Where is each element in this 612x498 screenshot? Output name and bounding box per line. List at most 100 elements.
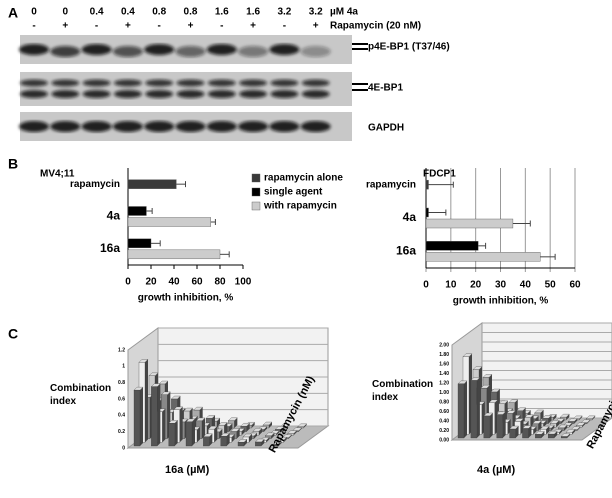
band [300,121,331,132]
bar-3d-side [567,433,571,438]
bar-3d-side [288,434,292,439]
panel-letter: C [8,326,18,342]
band [239,79,268,87]
dose-label: 1.6 [215,7,229,18]
dose-label: 3.2 [277,7,291,18]
y-tick-label: 1 [122,364,125,370]
bar [127,179,177,189]
bar-3d-side [566,414,570,420]
bar-3d-side [515,426,519,438]
legend-label: rapamycin alone [264,173,343,184]
panel-letter: A [8,5,18,21]
x-tick-label: 0 [125,277,131,288]
bar-3d-front [535,434,542,439]
bar-3d-front [548,433,555,439]
y-tick-label: 1.2 [118,347,125,353]
bar-3d-side [577,426,581,431]
bar-3d-front [151,386,158,447]
x-tick-label: 20 [145,277,157,288]
bar-3d-side [162,408,166,443]
y-tick-label: 1.20 [439,380,449,386]
bar-3d-side [561,418,565,424]
band [50,46,81,57]
band [238,121,269,132]
band [176,79,205,87]
bar-3d-side [572,429,576,435]
bar [127,238,152,249]
bar-3d-side [551,425,555,431]
legend-label: with rapamycin [263,201,337,212]
band [20,79,48,87]
bar-3d-side [533,426,537,435]
bar-3d-side [540,409,544,420]
bar-3d-side [226,433,230,446]
category-label: rapamycin [366,179,416,190]
panel-letter: B [8,156,18,172]
band [81,44,112,55]
bar-3d-side [271,432,275,439]
bar-3d-front [185,421,193,447]
band [112,121,143,132]
bar-3d-side [269,422,272,428]
band [81,121,112,132]
rapamycin-sign: - [158,21,161,32]
y-tick-label: 0.00 [439,437,449,443]
bar-3d-side [234,417,238,428]
bar-3d-side [293,430,297,436]
bar-3d-side [278,441,282,446]
x-tick-label: 40 [520,280,532,291]
band [270,79,299,87]
x-axis-label: 16a (µM) [165,464,210,476]
y-axis-label: Combination index [372,379,434,403]
band [175,121,206,132]
bar-3d-side [209,433,213,446]
bar-3d-side [140,387,143,446]
bar-3d-front [255,441,262,447]
error-bar [540,253,556,260]
dose-label: 0 [63,7,69,18]
category-label: 16a [100,241,120,255]
rapamycin-sign: + [250,21,256,32]
bar-3d-side [548,415,552,424]
bar-3d-side [556,420,560,428]
blot-bands [19,44,331,57]
rapamycin-label: Rapamycin (20 nM) [330,21,421,32]
x-tick-label: 20 [470,280,482,291]
bar-3d-side [543,420,547,428]
bar-3d-side [266,437,270,443]
x-axis-label: growth inhibition, % [138,293,234,304]
band [238,46,269,57]
band [19,44,49,55]
x-tick-label: 30 [495,280,507,291]
band [269,44,300,55]
bar [425,207,429,218]
bar [127,249,221,260]
band [300,46,331,57]
bar [425,252,541,262]
bar-3d-side [246,423,250,432]
x-tick-label: 40 [168,277,180,288]
band [175,46,206,57]
bar [127,217,212,227]
bar-3d-side [476,377,480,438]
bar-3d-front [133,389,141,447]
bar-3d-side [464,380,467,438]
bar-3d-side [214,426,218,443]
bar-3d-side [251,422,255,428]
y-tick-label: 0.2 [118,429,125,435]
bar-3d-front [470,380,478,439]
band [20,90,48,98]
bar-3d-side [574,418,578,424]
bar-3d-side [179,406,183,443]
blot-background [20,72,352,106]
error-bar [210,219,216,225]
chart-title: FDCP1 [423,169,456,180]
bar [425,179,429,190]
legend-swatch [251,201,261,211]
bar-3d-side [276,430,280,436]
bar-3d-side [553,414,557,420]
y-tick-label: 1.40 [439,371,449,377]
bar-3d-front [168,423,175,447]
dose-label: 0.4 [121,7,135,18]
